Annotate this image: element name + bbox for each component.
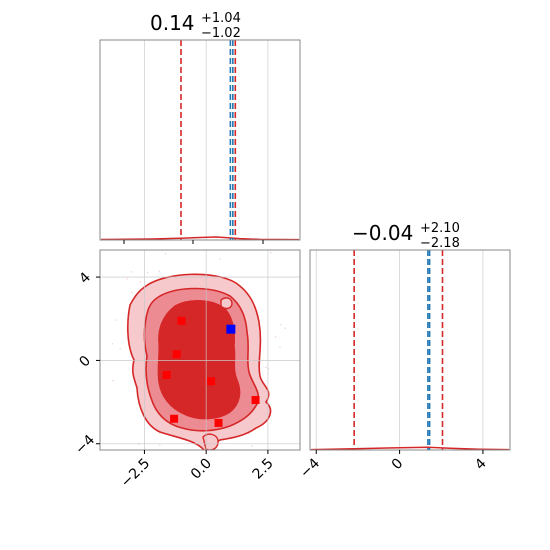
- red-marker: [214, 418, 223, 427]
- background-sample: [274, 336, 277, 338]
- background-sample: [158, 270, 161, 272]
- y-tick-label: 0: [76, 353, 94, 371]
- marginal-1-title-median: 0.14: [150, 11, 195, 35]
- background-sample: [130, 271, 133, 273]
- background-sample: [251, 445, 253, 447]
- background-sample: [278, 243, 279, 244]
- background-sample: [265, 366, 267, 369]
- y-tick-label: 4: [76, 269, 94, 287]
- marginal-2-title-plus: +2.10: [420, 221, 460, 236]
- background-sample: [219, 258, 221, 260]
- y-tick-label: −4: [72, 432, 98, 458]
- background-sample: [284, 327, 286, 329]
- background-sample: [24, 291, 25, 292]
- marginal-1-histogram: [100, 236, 300, 241]
- background-sample: [164, 252, 167, 255]
- background-sample: [186, 487, 187, 488]
- x-tick-label: 2.5: [250, 456, 277, 483]
- background-sample: [114, 319, 117, 321]
- marginal-2-x-ticks: −4 0 4: [297, 450, 490, 481]
- marginal-panel-1: 0.14 +1.04 −1.02: [99, 11, 301, 244]
- red-marker: [170, 414, 179, 423]
- marginal-2-frame: [309, 249, 511, 451]
- red-marker: [172, 350, 181, 359]
- background-sample: [159, 457, 160, 458]
- marginal-1-frame: [99, 39, 301, 241]
- blue-marker: [226, 324, 236, 334]
- joint-marker-points: [162, 316, 260, 427]
- x-tick-label: 0: [389, 456, 407, 474]
- background-sample: [119, 347, 121, 350]
- x-tick-label: 0.0: [188, 456, 215, 483]
- joint-contours: [127, 273, 272, 450]
- marginal-1-title-plus: +1.04: [201, 11, 241, 26]
- marginal-1-gridlines: [144, 40, 269, 240]
- contour-bump-bottom: [202, 433, 219, 450]
- background-sample: [279, 346, 281, 348]
- joint-y-ticks: −4 0 4: [72, 269, 100, 458]
- background-sample: [270, 252, 272, 254]
- contour-bump-right: [220, 297, 233, 310]
- marginal-2-reference-lines: [353, 250, 444, 450]
- x-tick-label: −4: [297, 455, 323, 481]
- background-sample: [139, 281, 141, 283]
- marginal-1-background: [100, 40, 300, 240]
- background-sample: [159, 444, 161, 446]
- red-marker: [162, 371, 171, 379]
- red-marker: [251, 396, 260, 404]
- x-tick-label: −2.5: [118, 456, 153, 491]
- marginal-2-background: [310, 250, 510, 450]
- background-sample: [147, 271, 149, 274]
- marginal-1-title-minus: −1.02: [201, 26, 241, 41]
- marginal-2-gridlines: [315, 250, 484, 450]
- background-sample: [175, 461, 176, 462]
- marginal-2-histogram: [310, 446, 510, 451]
- marginal-1-reference-lines: [180, 40, 237, 240]
- marginal-2-title-median: −0.04: [352, 221, 413, 245]
- joint-x-ticks: −2.5 0.0 2.5: [118, 450, 277, 491]
- background-sample: [112, 379, 114, 382]
- background-sample: [131, 291, 133, 294]
- joint-panel: −2.5 0.0 2.5 −4 0 4: [24, 243, 301, 491]
- joint-frame: [99, 249, 301, 451]
- joint-gridlines: [100, 250, 300, 450]
- background-sample: [160, 244, 161, 245]
- background-sample: [279, 324, 282, 326]
- background-sample: [266, 454, 267, 455]
- background-sample: [111, 343, 114, 345]
- red-marker: [177, 316, 186, 325]
- marginal-1-ticks: [123, 240, 264, 244]
- marginal-2-title-minus: −2.18: [420, 236, 460, 251]
- red-marker: [207, 377, 216, 386]
- x-tick-label: 4: [472, 455, 490, 473]
- background-sample: [189, 453, 190, 454]
- marginal-panel-2: −4 0 4 −0.04 +2.10 −2.18: [297, 221, 511, 481]
- background-sample: [98, 368, 99, 369]
- contour-inner: [157, 300, 241, 420]
- background-sample: [126, 278, 128, 280]
